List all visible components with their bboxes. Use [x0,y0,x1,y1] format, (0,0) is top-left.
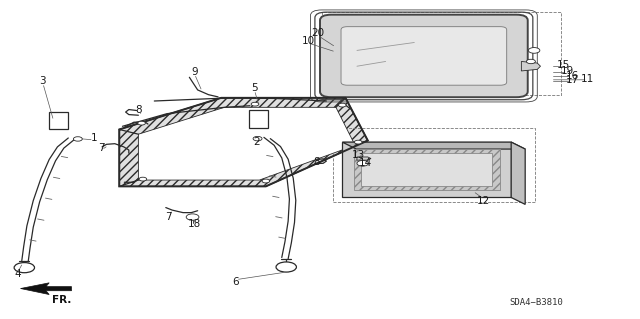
Polygon shape [119,98,368,186]
Circle shape [276,262,296,272]
Text: FR.: FR. [52,295,72,305]
Circle shape [139,177,147,181]
Circle shape [527,59,536,64]
Text: 14: 14 [359,158,372,168]
Text: 4: 4 [15,269,21,279]
Text: 11: 11 [581,74,595,84]
Text: 18: 18 [188,219,201,229]
Text: 20: 20 [311,28,324,38]
Circle shape [339,103,346,107]
Bar [333,128,535,202]
Bar [362,153,492,186]
Text: 5: 5 [251,83,258,93]
FancyBboxPatch shape [354,149,500,190]
Text: 16: 16 [566,71,579,81]
Polygon shape [522,62,540,71]
Text: 9: 9 [191,67,198,77]
Circle shape [186,214,199,220]
Polygon shape [511,142,525,204]
Circle shape [14,263,35,273]
Polygon shape [342,142,511,197]
Text: 8: 8 [314,157,320,167]
Text: 3: 3 [40,76,46,86]
Circle shape [529,48,540,53]
Circle shape [262,179,269,183]
Polygon shape [138,107,355,180]
Text: 17: 17 [566,76,579,85]
Polygon shape [20,283,72,294]
Text: 1: 1 [90,133,97,143]
Circle shape [357,160,369,166]
Text: SDA4−B3810: SDA4−B3810 [510,298,564,307]
Bar [49,112,68,130]
Text: 8: 8 [135,105,141,115]
Text: 2: 2 [253,137,260,147]
Circle shape [251,102,259,106]
Circle shape [355,140,362,144]
Polygon shape [342,142,525,149]
Text: 12: 12 [477,196,490,206]
Circle shape [74,137,83,141]
FancyBboxPatch shape [341,27,507,85]
Text: 19: 19 [561,66,574,76]
Text: 13: 13 [351,150,365,160]
FancyBboxPatch shape [320,15,528,97]
Circle shape [138,121,145,125]
Text: 15: 15 [557,60,570,70]
Text: 7: 7 [165,212,172,222]
Bar [322,11,561,95]
Text: 6: 6 [232,277,239,287]
Bar [248,110,268,128]
Polygon shape [357,157,371,160]
Text: 7: 7 [98,144,105,153]
Circle shape [253,137,262,141]
Text: 10: 10 [302,36,315,46]
